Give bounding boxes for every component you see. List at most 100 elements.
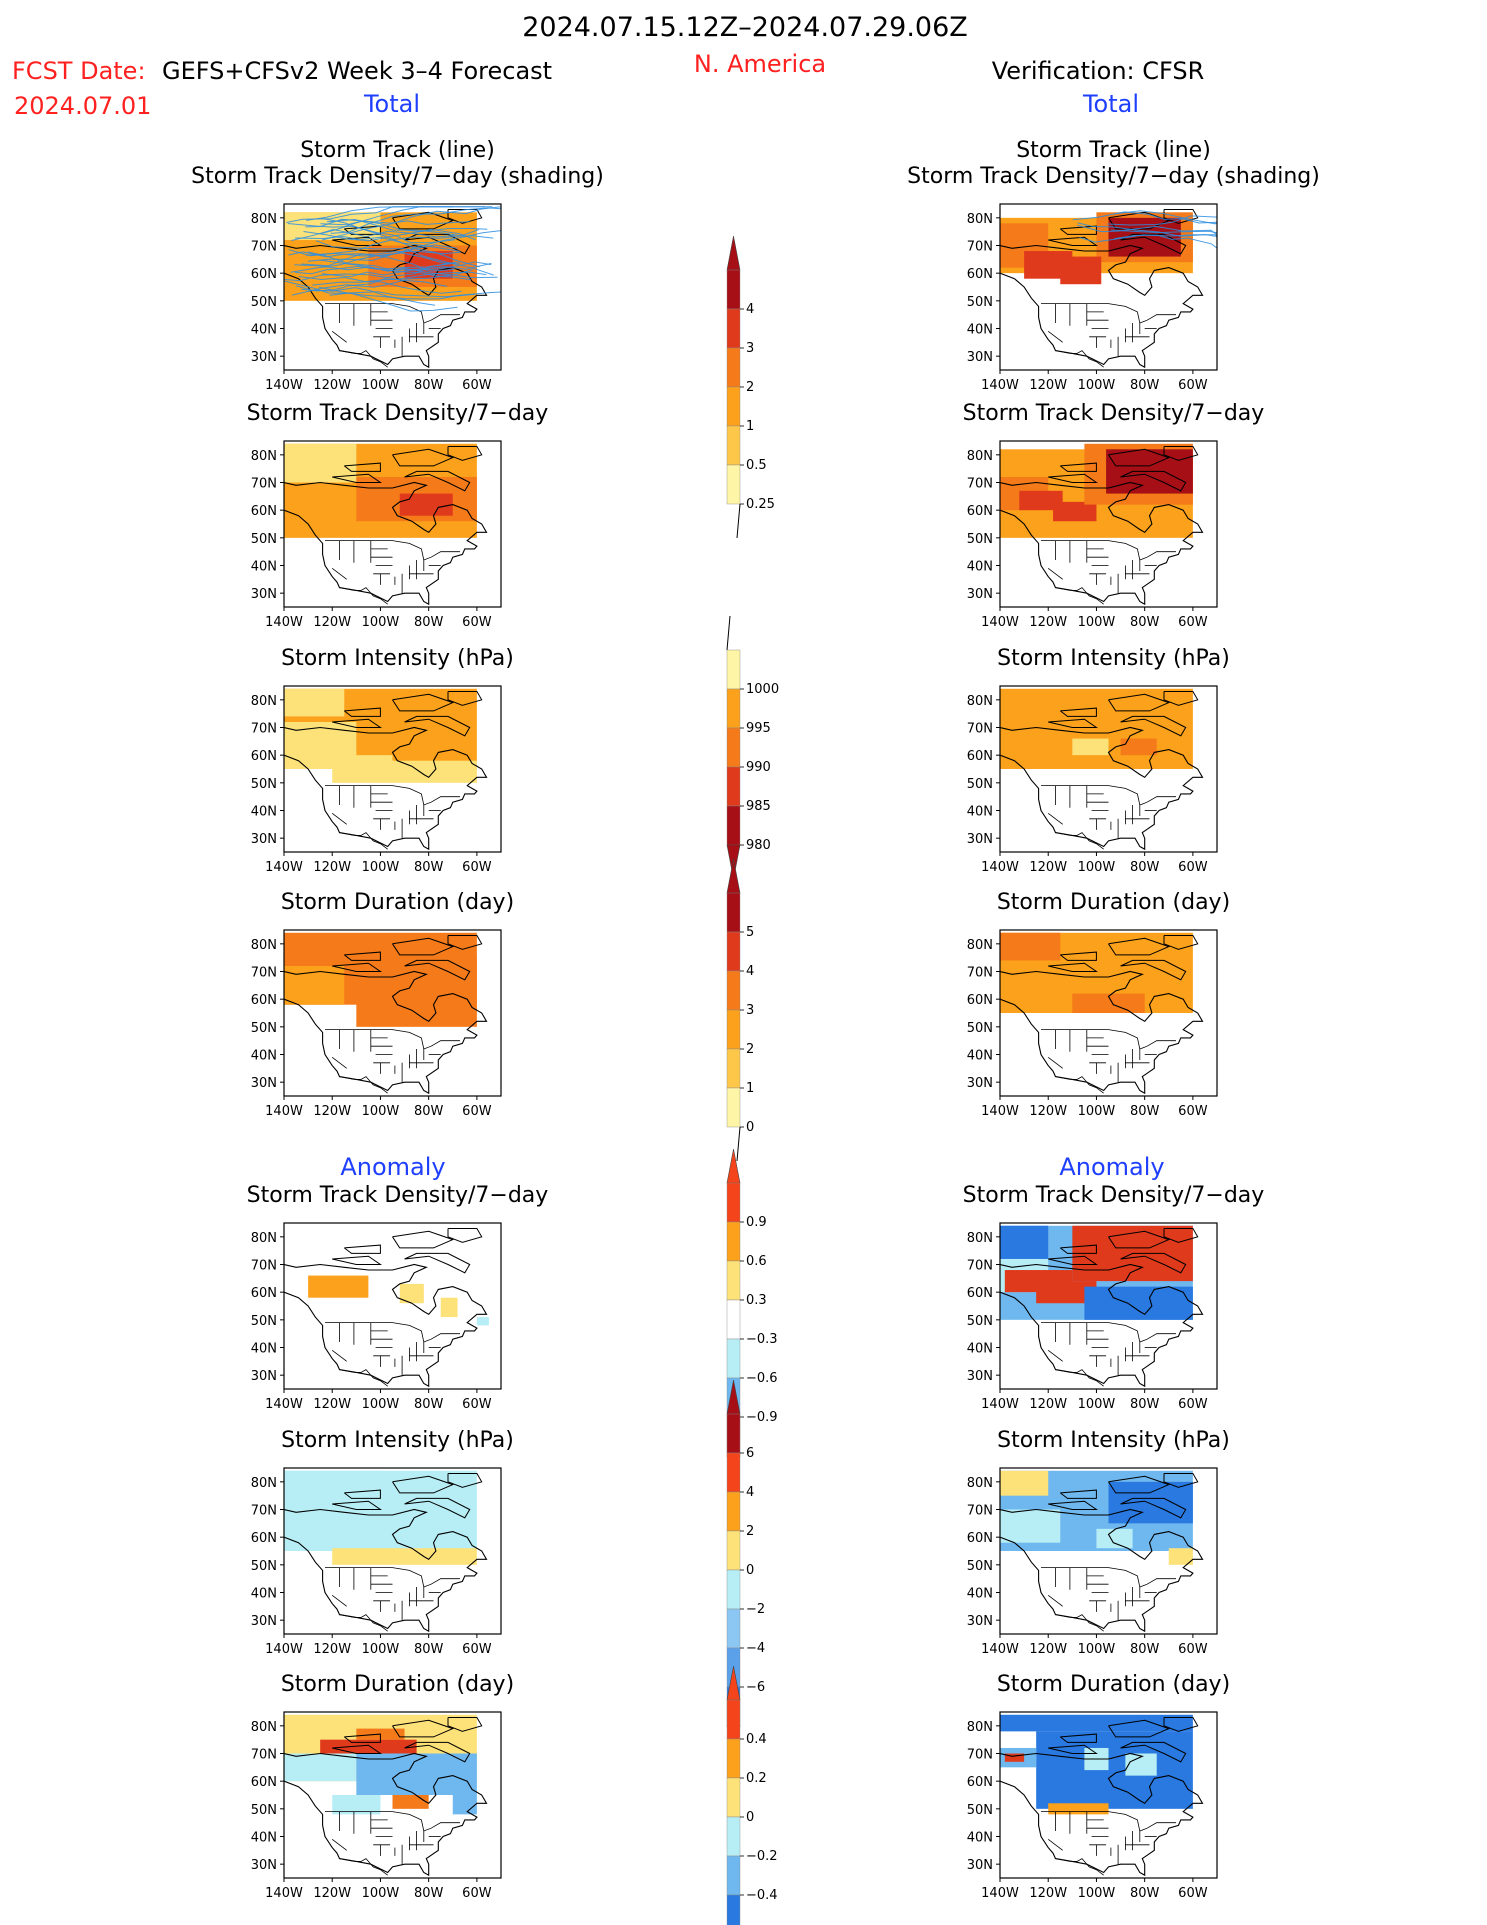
storm-track-line bbox=[1114, 210, 1217, 228]
island-outline bbox=[392, 937, 455, 956]
lat-tick-label: 60N bbox=[251, 1286, 277, 1301]
lat-tick-label: 30N bbox=[251, 1076, 277, 1091]
colorbar-label: −0.9 bbox=[746, 1410, 778, 1425]
island-outline bbox=[1120, 233, 1187, 255]
colorbar-segment bbox=[726, 649, 741, 690]
map-frame bbox=[999, 1222, 1218, 1390]
colorbar-label: −0.3 bbox=[746, 1332, 778, 1347]
lat-tick-label: 40N bbox=[251, 1049, 277, 1064]
lon-tick-label: 80W bbox=[1130, 1397, 1160, 1412]
map-frame bbox=[999, 203, 1218, 371]
colorbar-segment bbox=[726, 386, 741, 427]
lat-tick-label: 50N bbox=[967, 1314, 993, 1329]
island-outline bbox=[1163, 1717, 1199, 1732]
lon-tick-label: 60W bbox=[1178, 1642, 1208, 1657]
lon-tick-label: 80W bbox=[1130, 860, 1160, 875]
shading-cell bbox=[452, 1795, 477, 1815]
state-border bbox=[1055, 587, 1104, 605]
lat-tick-label: 40N bbox=[967, 1587, 993, 1602]
panel-title: Storm Intensity (hPa) bbox=[997, 646, 1230, 671]
storm-track-line bbox=[330, 207, 501, 234]
island-outline bbox=[1120, 959, 1187, 981]
colorbar-segment bbox=[726, 1816, 741, 1857]
map-frame bbox=[999, 1711, 1218, 1879]
colorbar-label: 0 bbox=[746, 1120, 754, 1135]
island-outline bbox=[404, 1497, 471, 1519]
lat-tick-label: 50N bbox=[967, 532, 993, 547]
island-outline bbox=[1048, 473, 1099, 483]
island-outline bbox=[1163, 935, 1199, 950]
state-border bbox=[1055, 1858, 1104, 1876]
state-border bbox=[331, 567, 347, 580]
colorbar-segment bbox=[726, 892, 741, 933]
lon-tick-label: 60W bbox=[1178, 860, 1208, 875]
storm-track-line bbox=[319, 259, 498, 279]
lat-tick-label: 40N bbox=[251, 805, 277, 820]
colorbar-label: −0.4 bbox=[746, 1888, 778, 1903]
colorbar-label: 3 bbox=[746, 341, 754, 356]
lon-tick-label: 100W bbox=[1078, 1397, 1116, 1412]
state-border bbox=[331, 1349, 347, 1362]
lat-tick-label: 50N bbox=[251, 1559, 277, 1574]
shading-cell bbox=[332, 1795, 381, 1815]
lat-tick-label: 80N bbox=[967, 694, 993, 709]
panel-title: Storm Duration (day) bbox=[997, 890, 1230, 915]
island-outline bbox=[332, 1500, 383, 1510]
shading-cell bbox=[440, 1297, 458, 1318]
colorbar-label: 985 bbox=[746, 799, 771, 814]
lat-tick-label: 70N bbox=[251, 240, 277, 255]
lon-tick-label: 120W bbox=[1029, 1886, 1067, 1901]
lat-tick-label: 80N bbox=[251, 1476, 277, 1491]
map-panel-track-forecast: Storm Track (line)Storm Track Density/7−… bbox=[191, 138, 604, 393]
island-outline bbox=[392, 211, 455, 230]
island-outline bbox=[447, 1473, 483, 1488]
shading-cell bbox=[1019, 490, 1063, 511]
lat-tick-label: 40N bbox=[967, 1342, 993, 1357]
panel-title: Storm Intensity (hPa) bbox=[281, 646, 514, 671]
anomaly-label-right: Anomaly bbox=[1059, 1153, 1164, 1181]
panel-title: Storm Duration (day) bbox=[281, 1672, 514, 1697]
colorbar-segment bbox=[726, 1338, 741, 1379]
colorbar-label: −6 bbox=[746, 1680, 765, 1695]
colorbar-segment bbox=[726, 269, 741, 310]
storm-track-line bbox=[306, 229, 480, 256]
lat-tick-label: 70N bbox=[967, 1259, 993, 1274]
lat-tick-label: 50N bbox=[251, 532, 277, 547]
storm-track-line bbox=[315, 240, 494, 276]
map-panel-intensity-verification: Storm Intensity (hPa) 80N 70N 60N 50N 40N 30N 1… bbox=[967, 646, 1230, 875]
island-outline bbox=[343, 1733, 381, 1743]
island-outline bbox=[392, 448, 455, 467]
lon-tick-label: 120W bbox=[1029, 1397, 1067, 1412]
storm-track-line bbox=[321, 206, 501, 241]
colorbar-label: 5 bbox=[746, 925, 754, 940]
colorbar-label: 980 bbox=[746, 838, 771, 853]
map-frame bbox=[999, 440, 1218, 608]
map-panel-intensity_anom-verification: Storm Intensity (hPa) 80N 70N 60N 50N 40N 30N 1… bbox=[967, 1428, 1230, 1657]
island-outline bbox=[343, 462, 381, 472]
lat-tick-label: 60N bbox=[967, 1286, 993, 1301]
lat-tick-label: 70N bbox=[251, 1259, 277, 1274]
total-label-right: Total bbox=[1082, 90, 1139, 118]
lat-tick-label: 60N bbox=[251, 504, 277, 519]
island-outline bbox=[404, 959, 471, 981]
island-outline bbox=[1048, 1255, 1099, 1265]
colorbar-segment bbox=[726, 1855, 741, 1896]
shading-cell bbox=[1120, 738, 1157, 756]
island-outline bbox=[404, 715, 471, 737]
storm-track-line bbox=[295, 285, 435, 306]
lon-tick-label: 120W bbox=[313, 1104, 351, 1119]
map-frame bbox=[283, 203, 502, 371]
colorbar-label: 0 bbox=[746, 1563, 754, 1578]
colorbar-segment bbox=[726, 727, 741, 768]
colorbar-label: 4 bbox=[746, 964, 754, 979]
island-outline bbox=[1059, 1733, 1097, 1743]
lon-tick-label: 120W bbox=[313, 1886, 351, 1901]
colorbar-intensity_total: 1000 995 990 985 980 bbox=[726, 615, 779, 880]
colorbar-segment bbox=[726, 1738, 741, 1779]
colorbar-segment bbox=[726, 1530, 741, 1571]
island-outline bbox=[332, 236, 383, 246]
lat-tick-label: 30N bbox=[967, 587, 993, 602]
lon-tick-label: 140W bbox=[265, 378, 303, 393]
lon-tick-label: 60W bbox=[1178, 1886, 1208, 1901]
island-outline bbox=[1120, 715, 1187, 737]
